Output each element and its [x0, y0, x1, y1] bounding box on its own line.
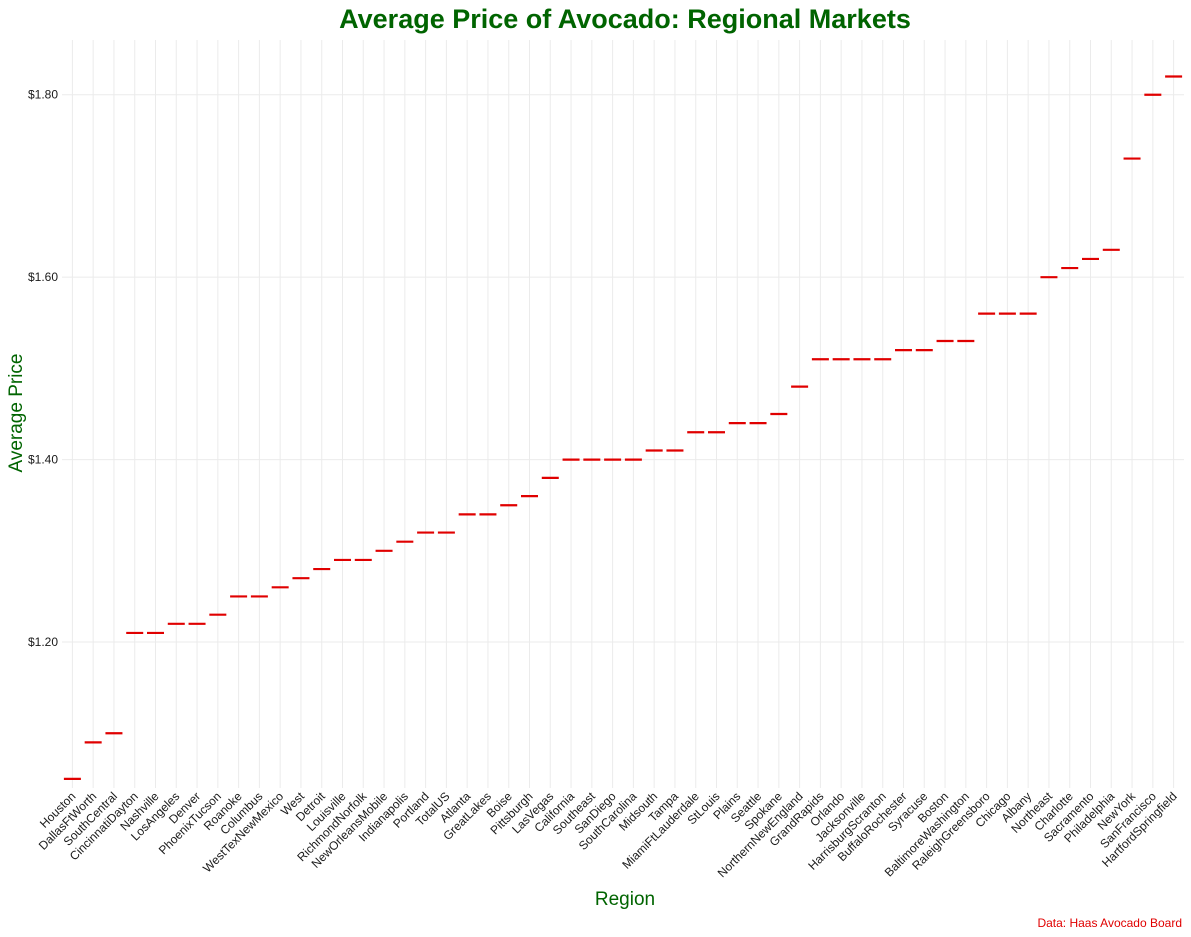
x-axis-ticks: HoustonDallasFtWorthSouthCentralCincinna…: [36, 789, 1180, 881]
y-axis-title: Average Price: [6, 354, 27, 473]
y-tick-label: $1.40: [28, 453, 58, 467]
data-points: [63, 75, 1183, 780]
chart-title: Average Price of Avocado: Regional Marke…: [339, 4, 911, 34]
y-tick-label: $1.80: [28, 88, 58, 102]
x-axis-title: Region: [595, 889, 655, 910]
grid: [62, 40, 1184, 788]
y-axis-ticks: $1.20 $1.40 $1.60 $1.80: [28, 88, 58, 649]
y-tick-label: $1.60: [28, 270, 58, 284]
caption: Data: Haas Avocado Board: [1037, 916, 1182, 930]
y-tick-label: $1.20: [28, 635, 58, 649]
